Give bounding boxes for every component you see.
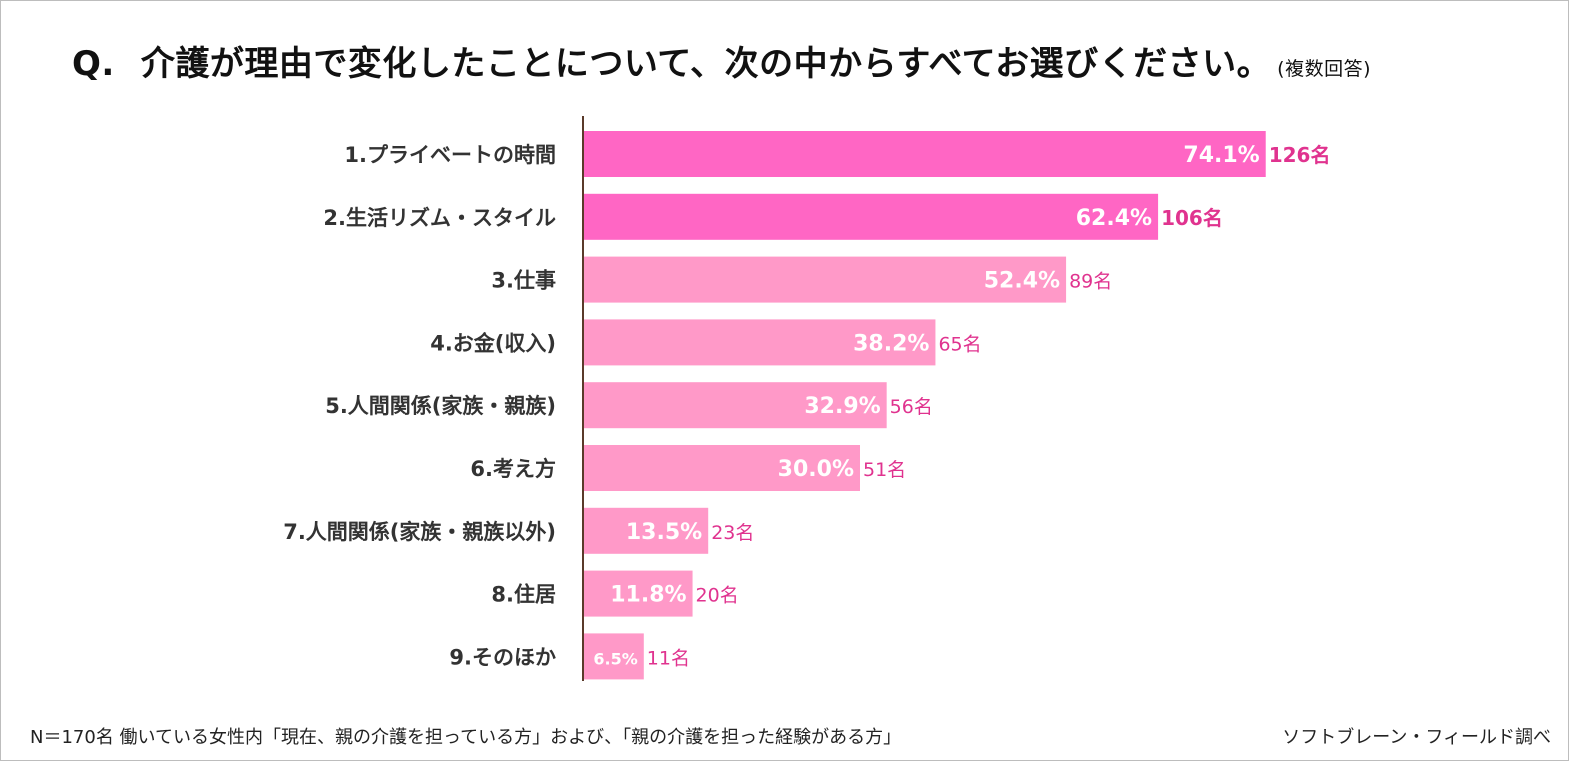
bar (584, 131, 1266, 177)
bar (584, 382, 887, 429)
source-credit: ソフトブレーン・フィールド調べ (1282, 727, 1551, 748)
percent-label: 6.5% (593, 649, 637, 668)
bar (584, 256, 1067, 303)
count-label: 11名 (647, 647, 690, 669)
count-label: 20名 (696, 585, 739, 607)
sample-footnote: N＝170名 働いている女性内「現在、親の介護を担っている方」および、「親の介護… (30, 727, 902, 748)
percent-label: 32.9% (804, 394, 880, 419)
count-label: 51名 (863, 459, 906, 481)
bar (584, 193, 1159, 240)
percent-label: 38.2% (853, 331, 929, 356)
percent-label: 30.0% (778, 457, 854, 482)
percent-label: 74.1% (1183, 143, 1259, 168)
question-text: 介護が理由で変化したことについて、次の中からすべてお選びください。 (140, 44, 1272, 84)
category-label: 3.仕事 (491, 269, 556, 293)
count-label: 126名 (1269, 143, 1331, 167)
bar (584, 445, 860, 491)
count-label: 23名 (711, 522, 754, 544)
bar (584, 507, 709, 554)
category-label: 8.住居 (491, 583, 556, 607)
category-label: 4.お金(収入) (430, 331, 556, 355)
category-label: 7.人間関係(家族・親族以外) (283, 520, 556, 544)
question-label: Q. (72, 44, 115, 84)
count-label: 56名 (890, 396, 933, 418)
question-subtitle: (複数回答) (1277, 58, 1371, 80)
bar (584, 633, 644, 680)
category-label: 2.生活リズム・スタイル (323, 206, 556, 230)
bar (584, 319, 936, 366)
count-label: 106名 (1161, 206, 1223, 230)
category-label: 9.そのほか (449, 645, 556, 669)
count-label: 65名 (938, 333, 981, 355)
percent-label: 13.5% (626, 520, 702, 545)
category-label: 1.プライベートの時間 (344, 143, 556, 167)
category-label: 5.人間関係(家族・親族) (325, 394, 556, 418)
percent-label: 11.8% (610, 583, 686, 608)
chart-title: Q. 介護が理由で変化したことについて、次の中からすべてお選びください。 (複数回答… (72, 36, 1371, 85)
percent-label: 62.4% (1076, 206, 1152, 231)
category-label: 6.考え方 (470, 457, 556, 481)
count-label: 89名 (1069, 271, 1112, 293)
percent-label: 52.4% (984, 269, 1060, 294)
bar (584, 570, 693, 617)
